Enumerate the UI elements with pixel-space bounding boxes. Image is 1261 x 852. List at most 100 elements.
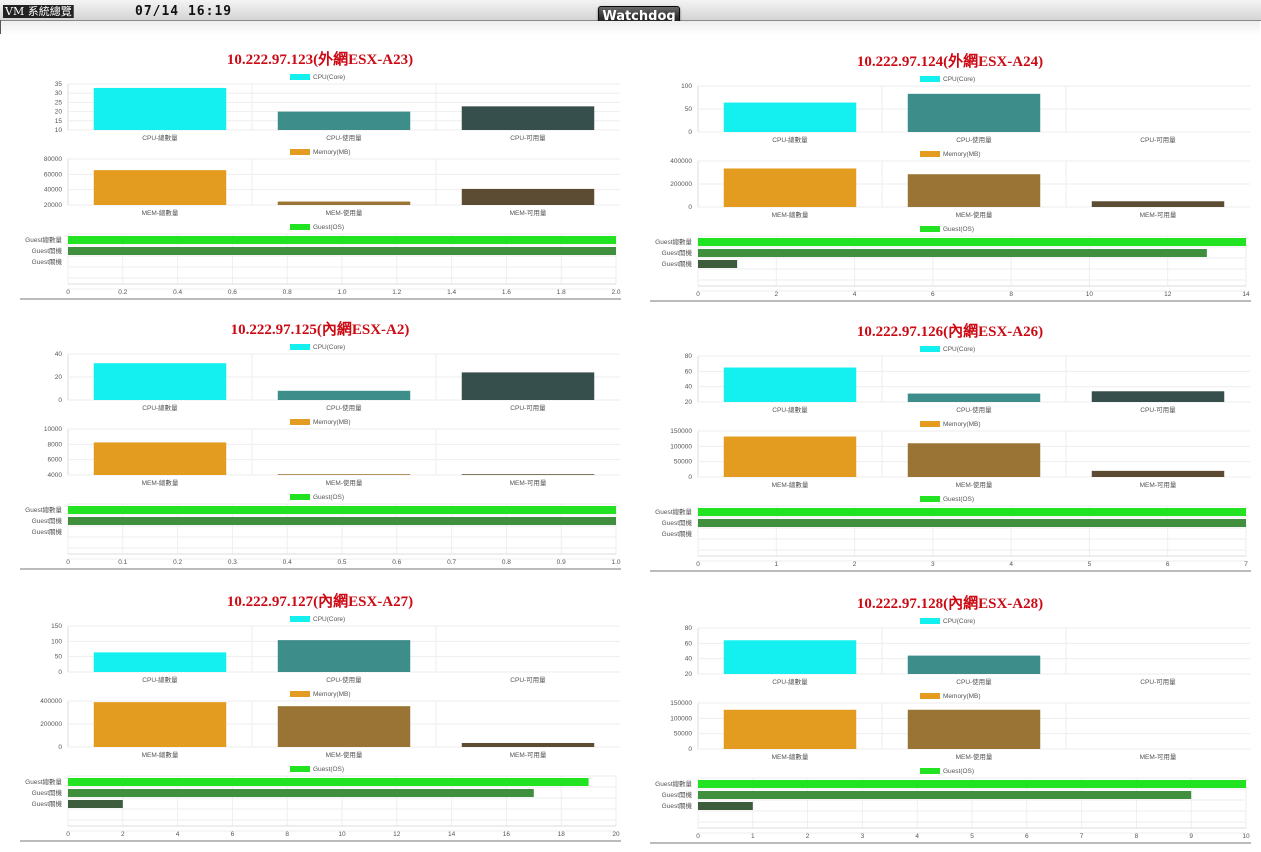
guest-bar[interactable] xyxy=(68,236,616,244)
guest-x-tick: 7 xyxy=(1080,833,1084,840)
guest-bar[interactable] xyxy=(698,249,1207,257)
guest-bar[interactable] xyxy=(698,802,753,810)
clock: 07/14 16:19 xyxy=(135,4,233,19)
cpu-bar[interactable] xyxy=(277,640,411,672)
guest-x-tick: 16 xyxy=(503,831,511,838)
memory-bar[interactable] xyxy=(723,436,857,477)
cpu-bar[interactable] xyxy=(723,367,857,403)
guest-x-tick: 0 xyxy=(696,833,700,840)
guest-x-tick: 1.0 xyxy=(611,559,620,566)
guest-legend-swatch xyxy=(920,768,940,774)
guest-bar[interactable] xyxy=(698,791,1192,799)
guest-x-tick: 0 xyxy=(66,289,70,296)
memory-category-label: MEM-總數量 xyxy=(142,750,179,759)
cpu-y-tick: 10 xyxy=(55,127,63,134)
memory-bar[interactable] xyxy=(723,168,857,207)
memory-category-label: MEM-可用量 xyxy=(510,209,547,217)
memory-bar[interactable] xyxy=(93,170,227,205)
guest-bar[interactable] xyxy=(698,260,738,268)
guest-category-label: Guest關機 xyxy=(32,257,63,266)
host-title: 10.222.97.125(內網ESX-A2) xyxy=(230,322,410,338)
memory-bar[interactable] xyxy=(277,474,411,475)
guest-bar[interactable] xyxy=(698,780,1246,788)
guest-legend-label: Guest(OS) xyxy=(943,226,974,233)
cpu-bar[interactable] xyxy=(277,111,411,130)
cpu-bar[interactable] xyxy=(93,87,227,130)
guest-x-tick: 8 xyxy=(1009,291,1013,298)
cpu-bar[interactable] xyxy=(277,390,411,400)
memory-bar[interactable] xyxy=(93,442,227,475)
guest-x-tick: 5 xyxy=(970,833,974,840)
guest-x-tick: 14 xyxy=(448,831,456,838)
cpu-category-label: CPU-總數量 xyxy=(142,133,178,142)
cpu-bar[interactable] xyxy=(1091,391,1225,402)
memory-category-label: MEM-使用量 xyxy=(326,750,363,759)
guest-bar[interactable] xyxy=(68,506,616,514)
host-charts: CPU(Core) 40 20 0 CPU-總數量 CPU-使用量 CPU-可用量 Memor… xyxy=(20,344,621,570)
memory-bar[interactable] xyxy=(1091,470,1225,477)
memory-legend-swatch xyxy=(290,419,310,425)
cpu-category-label: CPU-總數量 xyxy=(772,405,808,414)
memory-bar[interactable] xyxy=(907,443,1041,477)
guest-bar[interactable] xyxy=(698,238,1246,246)
cpu-bar[interactable] xyxy=(461,372,595,400)
guest-x-tick: 6 xyxy=(231,831,235,838)
guest-legend-label: Guest(OS) xyxy=(313,494,344,501)
memory-bar[interactable] xyxy=(93,702,227,747)
memory-y-tick: 400000 xyxy=(670,158,692,165)
memory-category-label: MEM-可用量 xyxy=(1140,481,1177,489)
guest-x-tick: 1.8 xyxy=(557,289,566,296)
guest-category-label: Guest總數量 xyxy=(25,777,62,786)
cpu-category-label: CPU-可用量 xyxy=(1140,406,1176,414)
cpu-bar[interactable] xyxy=(93,363,227,400)
memory-category-label: MEM-總數量 xyxy=(142,478,179,487)
guest-bar[interactable] xyxy=(68,800,123,808)
memory-category-label: MEM-可用量 xyxy=(510,479,547,487)
memory-y-tick: 150000 xyxy=(670,700,692,707)
guest-bar[interactable] xyxy=(68,789,534,797)
cpu-bar[interactable] xyxy=(93,652,227,672)
memory-y-tick: 0 xyxy=(58,744,62,751)
guest-x-tick: 7 xyxy=(1244,561,1248,568)
guest-x-tick: 0.9 xyxy=(557,559,566,566)
guest-x-tick: 12 xyxy=(1164,291,1172,298)
memory-legend-label: Memory(MB) xyxy=(313,149,351,156)
memory-bar[interactable] xyxy=(1091,201,1225,207)
cpu-y-tick: 30 xyxy=(55,90,63,97)
guest-category-label: Guest開機 xyxy=(662,518,693,527)
cpu-y-tick: 0 xyxy=(58,669,62,676)
cpu-bar[interactable] xyxy=(461,106,595,130)
cpu-bar[interactable] xyxy=(907,655,1041,674)
cpu-bar[interactable] xyxy=(907,393,1041,402)
memory-bar[interactable] xyxy=(461,742,595,747)
memory-bar[interactable] xyxy=(907,174,1041,207)
guest-x-tick: 0.8 xyxy=(283,289,292,296)
guest-x-tick: 2 xyxy=(774,291,778,298)
memory-y-tick: 40000 xyxy=(44,187,62,194)
memory-bar[interactable] xyxy=(461,188,595,205)
memory-legend-swatch xyxy=(290,691,310,697)
host-charts: CPU(Core) 35 30 25 20 15 10 CPU-總數量 CPU-使用量 CPU-可… xyxy=(20,74,621,300)
cpu-y-tick: 100 xyxy=(681,83,692,90)
memory-bar[interactable] xyxy=(907,709,1041,749)
guest-bar[interactable] xyxy=(68,778,589,786)
cpu-bar[interactable] xyxy=(723,640,857,674)
cpu-legend-label: CPU(Core) xyxy=(313,344,345,351)
cpu-category-label: CPU-可用量 xyxy=(1140,678,1176,686)
memory-bar[interactable] xyxy=(277,706,411,747)
memory-bar[interactable] xyxy=(723,709,857,749)
guest-x-tick: 6 xyxy=(1166,561,1170,568)
memory-y-tick: 0 xyxy=(688,746,692,753)
cpu-bar[interactable] xyxy=(907,93,1041,132)
cpu-bar[interactable] xyxy=(723,102,857,132)
cpu-y-tick: 60 xyxy=(685,640,693,647)
guest-category-label: Guest開機 xyxy=(32,516,63,525)
guest-bar[interactable] xyxy=(698,508,1246,516)
memory-bar[interactable] xyxy=(277,201,411,205)
guest-x-tick: 10 xyxy=(338,831,346,838)
guest-bar[interactable] xyxy=(68,247,616,255)
guest-bar[interactable] xyxy=(698,519,1246,527)
guest-x-tick: 5 xyxy=(1088,561,1092,568)
guest-bar[interactable] xyxy=(68,517,616,525)
memory-bar[interactable] xyxy=(461,474,595,475)
